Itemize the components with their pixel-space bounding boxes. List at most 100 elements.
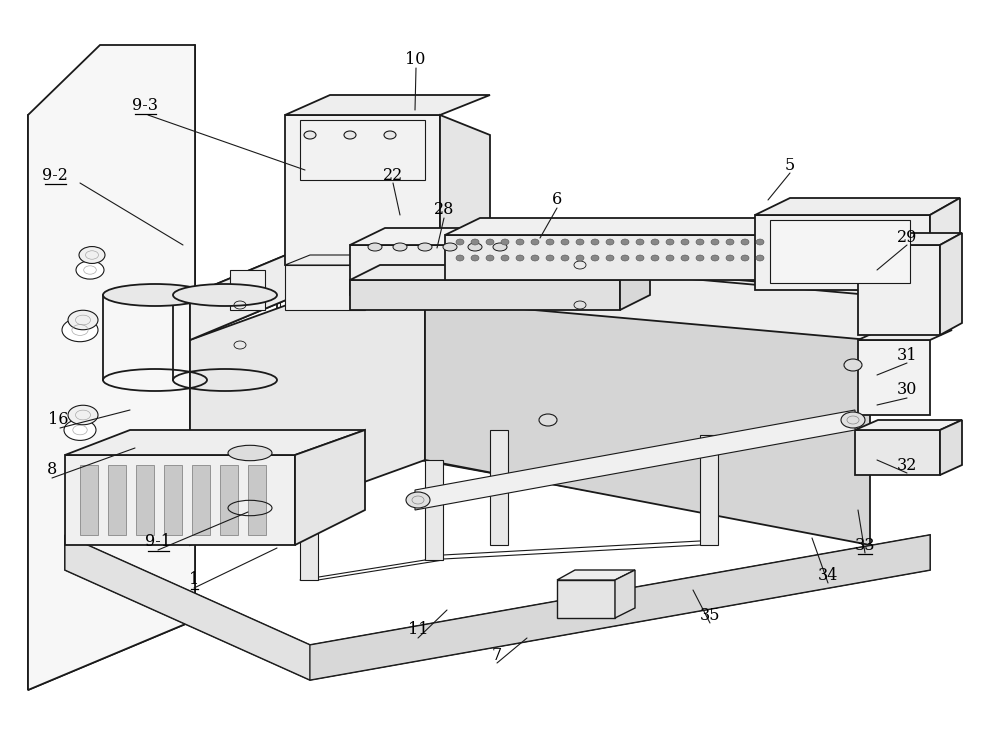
Polygon shape bbox=[700, 435, 718, 545]
Polygon shape bbox=[28, 45, 195, 690]
Ellipse shape bbox=[531, 239, 539, 245]
Text: 9-2: 9-2 bbox=[42, 166, 68, 184]
Ellipse shape bbox=[384, 131, 396, 139]
Polygon shape bbox=[440, 115, 490, 285]
Ellipse shape bbox=[344, 131, 356, 139]
Ellipse shape bbox=[841, 412, 865, 428]
Ellipse shape bbox=[651, 255, 659, 261]
Ellipse shape bbox=[561, 255, 569, 261]
Text: 34: 34 bbox=[818, 566, 838, 583]
Polygon shape bbox=[425, 460, 443, 560]
Polygon shape bbox=[770, 220, 910, 283]
Ellipse shape bbox=[539, 414, 557, 426]
Ellipse shape bbox=[606, 255, 614, 261]
Polygon shape bbox=[190, 255, 425, 545]
Polygon shape bbox=[310, 535, 930, 680]
Polygon shape bbox=[755, 215, 930, 290]
Polygon shape bbox=[557, 570, 635, 580]
Ellipse shape bbox=[68, 310, 98, 330]
Polygon shape bbox=[108, 465, 126, 535]
Text: 9-1: 9-1 bbox=[145, 533, 171, 551]
Ellipse shape bbox=[726, 255, 734, 261]
Ellipse shape bbox=[621, 239, 629, 245]
Ellipse shape bbox=[471, 255, 479, 261]
Ellipse shape bbox=[304, 131, 316, 139]
Polygon shape bbox=[425, 255, 870, 545]
Polygon shape bbox=[65, 535, 310, 680]
Polygon shape bbox=[858, 330, 952, 340]
Ellipse shape bbox=[591, 239, 599, 245]
Polygon shape bbox=[350, 245, 510, 295]
Polygon shape bbox=[445, 218, 868, 235]
Ellipse shape bbox=[62, 318, 98, 342]
Polygon shape bbox=[620, 265, 650, 310]
Polygon shape bbox=[510, 228, 545, 295]
Polygon shape bbox=[940, 233, 962, 335]
Ellipse shape bbox=[456, 239, 464, 245]
Ellipse shape bbox=[456, 255, 464, 261]
Polygon shape bbox=[615, 570, 635, 618]
Polygon shape bbox=[930, 198, 960, 290]
Polygon shape bbox=[230, 270, 265, 310]
Polygon shape bbox=[755, 198, 960, 215]
Ellipse shape bbox=[68, 405, 98, 425]
Ellipse shape bbox=[651, 239, 659, 245]
Text: 5: 5 bbox=[785, 157, 795, 174]
Polygon shape bbox=[164, 465, 182, 535]
Ellipse shape bbox=[64, 419, 96, 440]
Text: 32: 32 bbox=[897, 456, 917, 473]
Ellipse shape bbox=[368, 243, 382, 251]
Ellipse shape bbox=[486, 255, 494, 261]
Ellipse shape bbox=[771, 239, 779, 245]
Text: 10: 10 bbox=[405, 52, 425, 68]
Ellipse shape bbox=[696, 255, 704, 261]
Ellipse shape bbox=[576, 255, 584, 261]
Ellipse shape bbox=[443, 243, 457, 251]
Text: 6: 6 bbox=[552, 192, 562, 208]
Ellipse shape bbox=[621, 255, 629, 261]
Polygon shape bbox=[350, 280, 620, 310]
Ellipse shape bbox=[786, 239, 794, 245]
Ellipse shape bbox=[756, 255, 764, 261]
Ellipse shape bbox=[666, 255, 674, 261]
Text: 30: 30 bbox=[897, 381, 917, 398]
Text: 22: 22 bbox=[383, 166, 403, 184]
Polygon shape bbox=[295, 430, 365, 545]
Ellipse shape bbox=[591, 255, 599, 261]
Ellipse shape bbox=[801, 239, 809, 245]
Text: 9-3: 9-3 bbox=[132, 97, 158, 114]
Text: 35: 35 bbox=[700, 607, 720, 623]
Ellipse shape bbox=[666, 239, 674, 245]
Polygon shape bbox=[248, 465, 266, 535]
Polygon shape bbox=[192, 465, 210, 535]
Ellipse shape bbox=[546, 239, 554, 245]
Polygon shape bbox=[65, 535, 930, 680]
Ellipse shape bbox=[606, 239, 614, 245]
Ellipse shape bbox=[79, 246, 105, 264]
Polygon shape bbox=[855, 420, 962, 430]
Polygon shape bbox=[80, 465, 98, 535]
Ellipse shape bbox=[756, 239, 764, 245]
Ellipse shape bbox=[393, 243, 407, 251]
Ellipse shape bbox=[786, 255, 794, 261]
Polygon shape bbox=[300, 460, 318, 580]
Polygon shape bbox=[65, 455, 295, 545]
Polygon shape bbox=[830, 218, 868, 280]
Polygon shape bbox=[190, 260, 420, 540]
Ellipse shape bbox=[468, 243, 482, 251]
Ellipse shape bbox=[711, 255, 719, 261]
Ellipse shape bbox=[418, 243, 432, 251]
Text: 28: 28 bbox=[434, 201, 454, 219]
Ellipse shape bbox=[636, 239, 644, 245]
Ellipse shape bbox=[801, 255, 809, 261]
Polygon shape bbox=[420, 260, 860, 540]
Ellipse shape bbox=[73, 492, 97, 508]
Polygon shape bbox=[285, 265, 365, 310]
Ellipse shape bbox=[173, 284, 277, 306]
Ellipse shape bbox=[741, 255, 749, 261]
Polygon shape bbox=[285, 95, 490, 115]
Ellipse shape bbox=[471, 239, 479, 245]
Ellipse shape bbox=[681, 239, 689, 245]
Text: 8: 8 bbox=[47, 461, 57, 479]
Ellipse shape bbox=[228, 446, 272, 461]
